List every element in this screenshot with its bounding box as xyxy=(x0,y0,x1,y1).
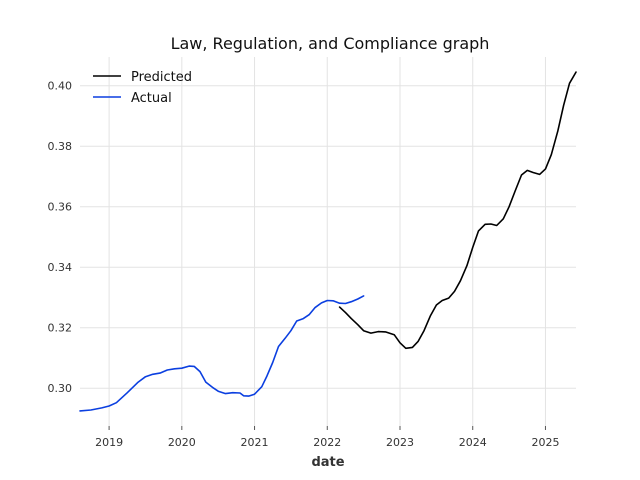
y-tick-label: 0.36 xyxy=(48,201,73,214)
x-axis-label: date xyxy=(311,455,344,470)
x-tick-label: 2023 xyxy=(386,436,414,449)
x-tick-label: 2021 xyxy=(241,436,269,449)
chart-title: Law, Regulation, and Compliance graph xyxy=(171,34,490,53)
series-line-actual xyxy=(79,295,365,412)
legend-label-predicted: Predicted xyxy=(131,70,192,85)
y-tick-label: 0.38 xyxy=(48,140,73,153)
x-tick-label: 2024 xyxy=(459,436,487,449)
series-line-predicted xyxy=(338,71,577,350)
legend: Predicted Actual xyxy=(93,70,192,106)
x-axis-ticks: 2019 2020 2021 2022 2023 2024 2025 xyxy=(95,426,559,449)
grid xyxy=(80,57,576,426)
y-tick-label: 0.34 xyxy=(48,261,73,274)
x-tick-label: 2019 xyxy=(95,436,123,449)
x-tick-label: 2025 xyxy=(531,436,559,449)
x-tick-label: 2022 xyxy=(313,436,341,449)
x-tick-label: 2020 xyxy=(168,436,196,449)
y-tick-label: 0.30 xyxy=(48,382,73,395)
legend-label-actual: Actual xyxy=(131,91,172,106)
y-axis-ticks: 0.30 0.32 0.34 0.36 0.38 0.40 xyxy=(48,80,73,395)
y-tick-label: 0.32 xyxy=(48,322,73,335)
series-lines xyxy=(79,71,577,412)
y-tick-label: 0.40 xyxy=(48,80,73,93)
